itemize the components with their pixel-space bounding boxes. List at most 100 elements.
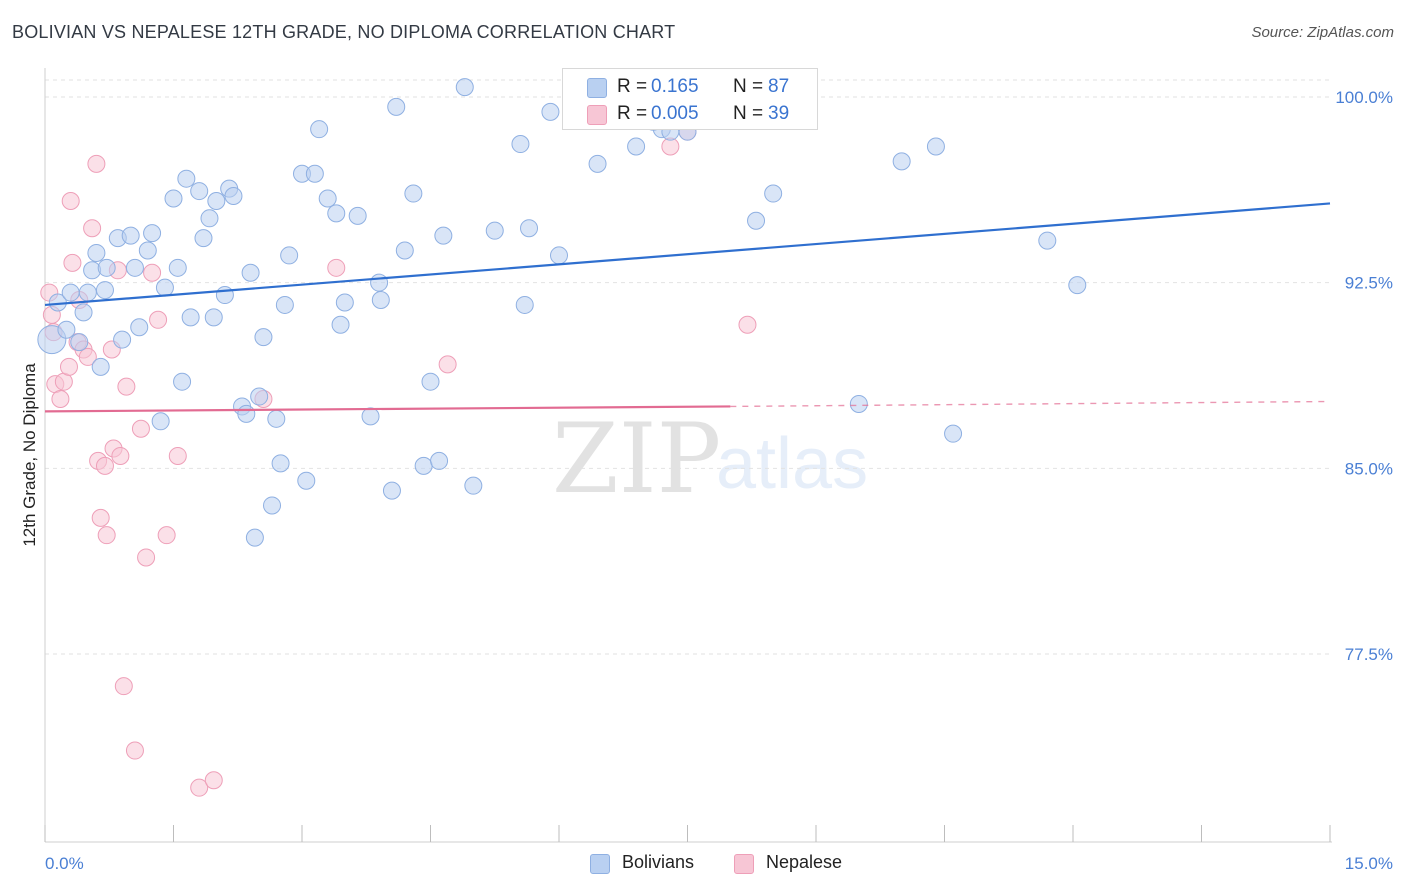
bolivian-point [130,318,149,337]
bolivian-point [944,424,963,443]
nepalese-point [91,508,110,527]
bolivian-point [455,78,474,97]
bolivian-point [143,224,162,243]
bolivian-point [348,206,367,225]
trend-lines [44,202,1331,413]
bolivian-point [250,387,269,406]
r-value: 0.165 [651,76,699,97]
bolivian-point [395,241,414,260]
bolivian-point [74,303,93,322]
nepalese-swatch [587,105,607,125]
bolivian-point [327,204,346,223]
n-value: 39 [768,103,790,124]
watermark-atlas: atlas [716,424,868,504]
bolivian-point [61,283,80,302]
nepalese-point [137,548,156,567]
nepalese-point [149,310,168,329]
nepalese-point [157,526,176,545]
nepalese-point [111,446,130,465]
bolivian-point [764,184,783,203]
watermark: ZIP atlas [552,403,868,515]
bolivians-swatch [587,78,607,98]
bolivian-point [254,328,273,347]
nepalese-point [168,446,187,465]
bolivian-point [485,221,504,240]
nepalese-point [61,191,80,210]
source-label: Source: ZipAtlas.com [1251,24,1394,41]
bolivian-point [421,372,440,391]
n-label: N = [733,76,764,97]
y-tick-labels: 100.0% 92.5% 85.0% 77.5% [1335,88,1393,664]
bolivian-point [926,137,945,156]
bolivian-point [138,241,157,260]
nepalese-point [204,771,223,790]
nepalese-point [131,419,150,438]
nepalese-point [114,677,133,696]
r-label: R = [617,103,648,124]
bolivian-point [430,451,449,470]
nepalese-point [63,253,82,272]
bolivian-point [305,164,324,183]
n-label: N = [733,103,764,124]
bolivian-point [318,189,337,208]
bolivian-point [224,187,243,206]
bolivian-point [588,154,607,173]
bolivian-point [125,258,144,277]
r-label: R = [617,76,648,97]
bolivian-point [434,226,453,245]
bolivian-point [541,102,560,121]
bolivian-point [370,273,389,292]
nepalese-point [83,219,102,238]
bolivian-point [113,330,132,349]
bolivian-point [95,281,114,300]
bolivian-point [181,308,200,327]
nepalese-point [97,526,116,545]
nepalese-trend-extension [730,400,1331,408]
chart-title: BOLIVIAN VS NEPALESE 12TH GRADE, NO DIPL… [12,22,676,42]
watermark-zip: ZIP [552,403,721,515]
bolivian-point [335,293,354,312]
bolivian-point [511,135,530,154]
bolivian-point [297,471,316,490]
bolivian-point [97,258,116,277]
legend-label: Nepalese [766,852,843,872]
axes [44,68,1332,843]
bolivian-point [280,246,299,265]
bolivian-point [387,97,406,116]
r-value: 0.005 [651,103,699,124]
bolivian-point [1068,276,1087,295]
nepalese-point [78,347,97,366]
bolivian-point [177,169,196,188]
x-tick-label-max: 15.0% [1345,854,1393,873]
bolivian-point [747,211,766,230]
y-tick-label: 77.5% [1345,645,1393,664]
bolivian-point [207,191,226,210]
bolivian-points [37,78,1087,547]
bolivian-point [275,295,294,314]
bolivian-point [263,496,282,515]
bolivian-point [520,219,539,238]
bolivian-point [151,412,170,431]
x-tick-labels: 0.0% 15.0% [45,854,1393,873]
nepalese-point [59,357,78,376]
bolivian-point [87,243,106,262]
n-value: 87 [768,76,790,97]
bolivian-point [267,409,286,428]
bolivian-point [414,456,433,475]
nepalese-swatch [734,854,754,874]
y-tick-label: 92.5% [1345,274,1393,293]
nepalese-point [143,263,162,282]
bolivian-point [849,394,868,413]
correlation-legend: R = 0.165 N = 87 R = 0.005 N = 39 [562,68,818,130]
bolivian-trend-line [44,202,1331,307]
bolivian-point [515,295,534,314]
bolivian-point [70,333,89,352]
nepalese-point [327,258,346,277]
nepalese-point [438,355,457,374]
bolivian-point [173,372,192,391]
legend-row-nepalese: R = 0.005 N = 39 [563,100,817,128]
bolivian-point [404,184,423,203]
legend-label: Bolivians [622,852,695,872]
y-tick-label: 85.0% [1345,459,1393,478]
